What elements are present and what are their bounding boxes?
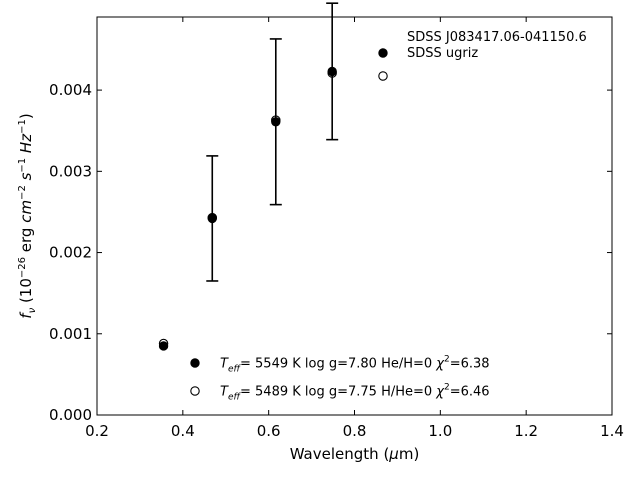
note-chi-value: =6.46 [450, 385, 490, 400]
filled-circle-point [271, 117, 281, 127]
y-label-part: s [17, 172, 35, 185]
y-tick-label: 0.003 [49, 162, 92, 180]
note-chi: χ [435, 385, 445, 400]
y-label-part: cm [17, 200, 35, 223]
y-axis-label: fν (10−26 erg cm−2 s−1 Hz−1) [17, 113, 38, 318]
note-chi-superscript: 2 [444, 383, 450, 393]
x-axis-label: Wavelength (μm) [290, 445, 420, 463]
y-label-part: erg [17, 223, 35, 257]
note-marker-open [190, 386, 200, 396]
x-axis-label-part: μ [388, 445, 399, 463]
x-tick-label: 1.2 [514, 422, 538, 440]
note-chi-superscript: 2 [444, 355, 450, 365]
note-chi-value: =6.38 [450, 357, 490, 372]
x-tick-label: 0.6 [257, 422, 281, 440]
legend-marker-filled [378, 48, 388, 58]
x-tick-label: 1.4 [600, 422, 624, 440]
note-marker-filled [190, 358, 200, 368]
model-fit-note: Teff= 5489 K log g=7.75 H/He=0 χ2=6.46 [220, 383, 490, 403]
x-axis-label-part: Wavelength ( [290, 445, 390, 463]
y-tick-label: 0.001 [49, 325, 92, 343]
y-label-part: ) [17, 113, 35, 119]
x-tick-label: 0.8 [343, 422, 367, 440]
x-axis-label-part: m) [399, 445, 419, 463]
filled-circle-point [207, 213, 217, 224]
y-tick-label: 0.004 [49, 81, 92, 99]
x-tick-label: 0.4 [171, 422, 195, 440]
model-fit-note: Teff= 5549 K log g=7.80 He/H=0 χ2=6.38 [220, 355, 490, 375]
y-label-superscript: −2 [17, 185, 28, 200]
y-label-f: f [17, 311, 35, 319]
y-label-part: Hz [17, 133, 35, 158]
note-chi: χ [435, 357, 445, 372]
x-tick-label: 1.0 [428, 422, 452, 440]
note-params: = 5549 K log g=7.80 He/H=0 [240, 357, 436, 372]
x-tick-label: 0.2 [85, 422, 109, 440]
legend-label: SDSS ugriz [407, 46, 478, 61]
y-tick-label: 0.002 [49, 244, 92, 262]
y-label-superscript: −1 [17, 158, 28, 173]
note-params: = 5489 K log g=7.75 H/He=0 [240, 385, 436, 400]
annotation-layer: Teff= 5549 K log g=7.80 He/H=0 χ2=6.38Te… [190, 355, 490, 403]
filled-circle-point [327, 66, 337, 77]
marks-layer [158, 2, 339, 351]
note-teff-T: T [220, 385, 229, 400]
note-teff-T: T [220, 357, 229, 372]
y-label-part: (10 [17, 278, 35, 308]
legend-marker-open [378, 71, 388, 81]
y-label-superscript: −26 [17, 257, 28, 278]
note-teff-subscript: eff [228, 393, 242, 403]
note-teff-subscript: eff [228, 365, 242, 375]
plot-area-frame [96, 16, 613, 416]
legend-label: SDSS J083417.06-041150.6 [407, 30, 587, 45]
filled-circle-point [158, 341, 169, 351]
axes-layer: 0.2 0.4 0.6 0.8 1.0 1.2 1.4 0.000 0.001 0.002 0.00… [17, 17, 624, 463]
y-label-superscript: −1 [17, 119, 28, 134]
y-label-nu-subscript: ν [27, 307, 38, 313]
y-tick-label: 0.000 [49, 406, 92, 424]
